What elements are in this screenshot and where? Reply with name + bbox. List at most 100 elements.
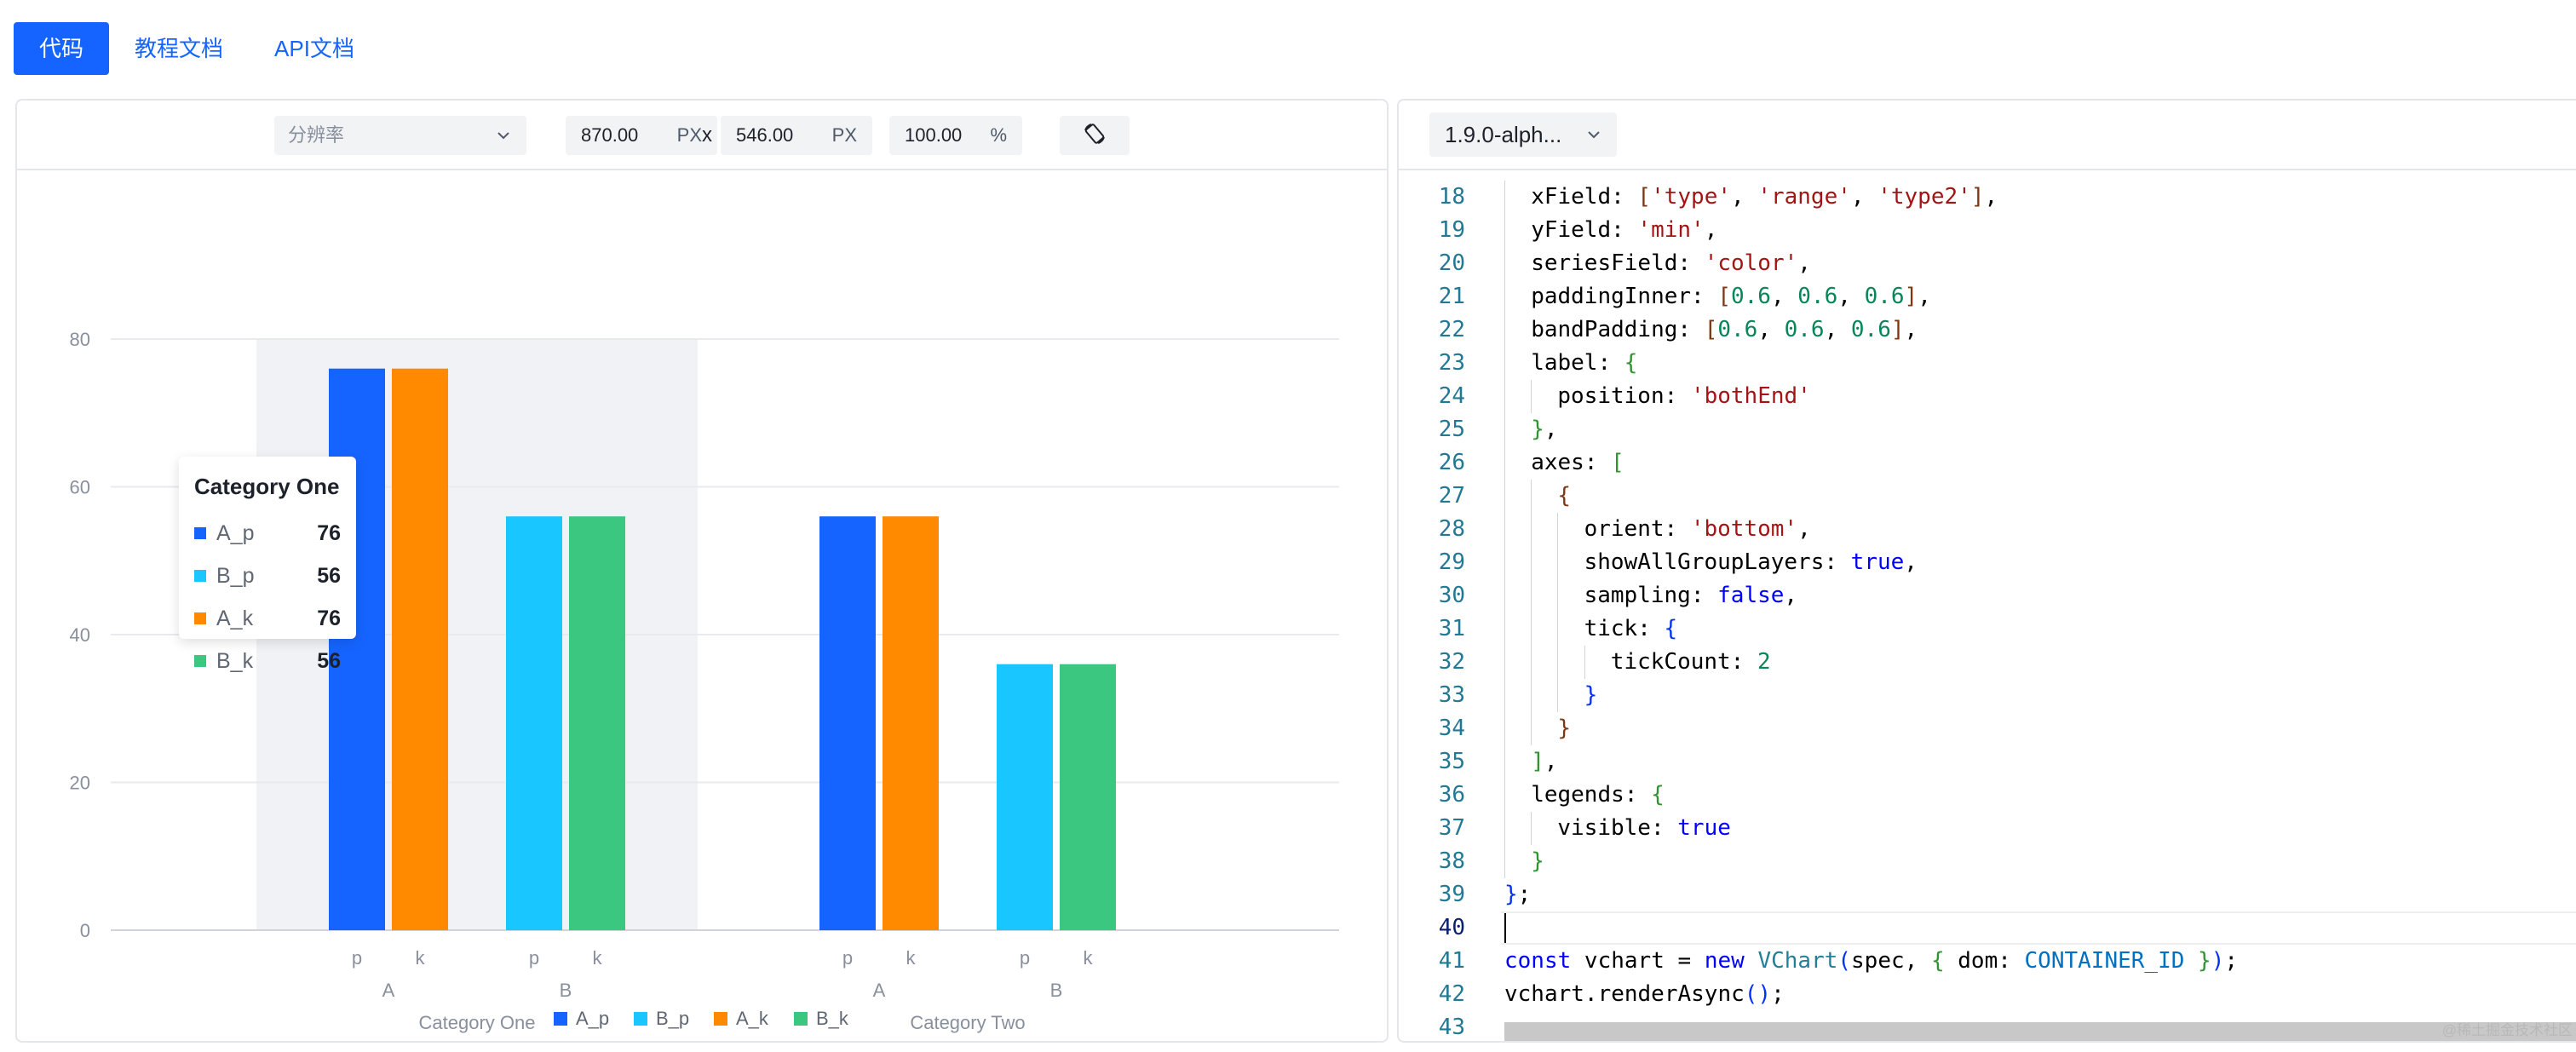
indent-guide xyxy=(1504,779,1505,812)
line-number: 31 xyxy=(1438,616,1465,641)
line-number: 38 xyxy=(1438,848,1465,874)
code-line: 29 showAllGroupLayers: true, xyxy=(1399,546,2576,579)
bar-A_k xyxy=(392,368,448,930)
top-tab-bar: 代码 教程文档 API文档 xyxy=(14,22,380,75)
x-tick-label: k xyxy=(593,947,603,969)
indent-guide xyxy=(1504,712,1505,745)
tab-tutorial-docs[interactable]: 教程文档 xyxy=(135,36,224,61)
code-text: showAllGroupLayers: true, xyxy=(1584,549,1918,575)
x-subgroup-label: A xyxy=(382,980,395,1001)
line-number: 18 xyxy=(1438,184,1465,210)
code-line: 37 visible: true xyxy=(1399,812,2576,845)
zoom-input[interactable]: 100.00 % xyxy=(889,116,1022,155)
line-number: 29 xyxy=(1438,549,1465,575)
legend-item-B_p: B_p xyxy=(656,1008,689,1029)
height-unit: PX xyxy=(831,124,857,146)
height-input[interactable]: 546.00 PX xyxy=(721,116,872,155)
code-editor-panel: 1.9.0-alph... 18 xField: ['type', 'range'… xyxy=(1397,99,2576,1043)
code-line: 42 vchart.renderAsync(); xyxy=(1399,978,2576,1011)
panel-resize-handle[interactable]: ⋮⋮ xyxy=(1389,99,1421,1043)
x-tick-label: p xyxy=(352,947,362,969)
width-value: 870.00 xyxy=(581,124,639,146)
legend-item-A_k: A_k xyxy=(736,1008,769,1029)
code-text: { xyxy=(1557,483,1572,509)
bar-B_k xyxy=(1060,664,1116,930)
preview-panel: 分辨率 870.00 PX x 546.00 PX 100.00 % xyxy=(15,99,1389,1043)
code-line: 43 xyxy=(1399,1011,2576,1041)
line-number: 37 xyxy=(1438,815,1465,841)
indent-guide xyxy=(1504,480,1505,513)
indent-guide xyxy=(1531,646,1532,679)
line-number: 19 xyxy=(1438,217,1465,243)
y-tick-label: 20 xyxy=(70,773,90,794)
indent-guide xyxy=(1504,513,1505,546)
code-text: bandPadding: [0.6, 0.6, 0.6], xyxy=(1531,317,1918,342)
code-editor[interactable]: 18 xField: ['type', 'range', 'type2'], 19 y… xyxy=(1399,172,2576,1041)
preview-toolbar: 分辨率 870.00 PX x 546.00 PX 100.00 % xyxy=(17,101,1387,170)
tooltip-title: Category One xyxy=(194,474,340,499)
indent-guide xyxy=(1504,812,1505,845)
code-line: 35], xyxy=(1399,745,2576,779)
code-text: tickCount: 2 xyxy=(1610,649,1771,675)
code-line: 26 axes: [ xyxy=(1399,446,2576,480)
x-tick-label: p xyxy=(842,947,853,969)
code-line: 32 tickCount: 2 xyxy=(1399,646,2576,679)
code-line: 19 yField: 'min', xyxy=(1399,214,2576,247)
line-number: 43 xyxy=(1438,1015,1465,1040)
line-number: 36 xyxy=(1438,782,1465,808)
indent-guide xyxy=(1504,446,1505,480)
indent-guide xyxy=(1531,712,1532,745)
rotate-button[interactable] xyxy=(1060,116,1130,155)
width-unit: PX xyxy=(676,124,702,146)
indent-guide xyxy=(1504,845,1505,878)
x-tick-label: p xyxy=(1020,947,1030,969)
indent-guide xyxy=(1557,646,1559,679)
indent-guide xyxy=(1531,679,1532,712)
line-number: 26 xyxy=(1438,450,1465,475)
version-select[interactable]: 1.9.0-alph... xyxy=(1429,112,1617,157)
width-input[interactable]: 870.00 PX xyxy=(566,116,717,155)
legend-marker-B_k xyxy=(794,1012,808,1026)
line-number: 35 xyxy=(1438,749,1465,774)
code-line: 20 seriesField: 'color', xyxy=(1399,247,2576,280)
code-line: 38} xyxy=(1399,845,2576,878)
resolution-placeholder: 分辨率 xyxy=(288,124,345,146)
code-line: 27 { xyxy=(1399,480,2576,513)
tooltip-row: A_p 76 xyxy=(194,512,341,555)
tab-api-docs[interactable]: API文档 xyxy=(274,36,354,61)
tooltip-row: B_k 56 xyxy=(194,640,341,682)
indent-guide xyxy=(1504,280,1505,313)
times-sign: x xyxy=(702,124,712,147)
code-text: } xyxy=(1557,716,1572,741)
line-number: 33 xyxy=(1438,682,1465,708)
horizontal-scrollbar[interactable] xyxy=(1504,1022,2576,1041)
indent-guide xyxy=(1557,546,1559,579)
tooltip-marker xyxy=(194,612,206,624)
code-line: 22 bandPadding: [0.6, 0.6, 0.6], xyxy=(1399,313,2576,347)
tab-code[interactable]: 代码 xyxy=(14,22,110,75)
indent-guide xyxy=(1504,347,1505,380)
indent-guide xyxy=(1504,679,1505,712)
line-number: 24 xyxy=(1438,383,1465,409)
x-subgroup-label: B xyxy=(560,980,572,1001)
tooltip-series-value: 76 xyxy=(317,520,341,545)
code-line: 41 const vchart = new VChart(spec, { dom:… xyxy=(1399,945,2576,978)
legend-marker-B_p xyxy=(634,1012,647,1026)
code-line: 36 legends: { xyxy=(1399,779,2576,812)
code-text: legends: { xyxy=(1531,782,1665,808)
legend-item-B_k: B_k xyxy=(816,1008,849,1029)
tooltip-series-value: 76 xyxy=(317,606,341,630)
tooltip-marker xyxy=(194,655,206,667)
chevron-down-icon xyxy=(496,116,511,169)
code-text: axes: [ xyxy=(1531,450,1624,475)
code-line: 34} xyxy=(1399,712,2576,745)
text-caret xyxy=(1504,913,1506,943)
indent-guide xyxy=(1531,513,1532,546)
indent-guide xyxy=(1504,413,1505,446)
line-number: 39 xyxy=(1438,882,1465,907)
line-number: 20 xyxy=(1438,250,1465,276)
indent-guide xyxy=(1504,612,1505,646)
resolution-select[interactable]: 分辨率 xyxy=(274,116,526,155)
bar-A_k xyxy=(883,516,939,930)
